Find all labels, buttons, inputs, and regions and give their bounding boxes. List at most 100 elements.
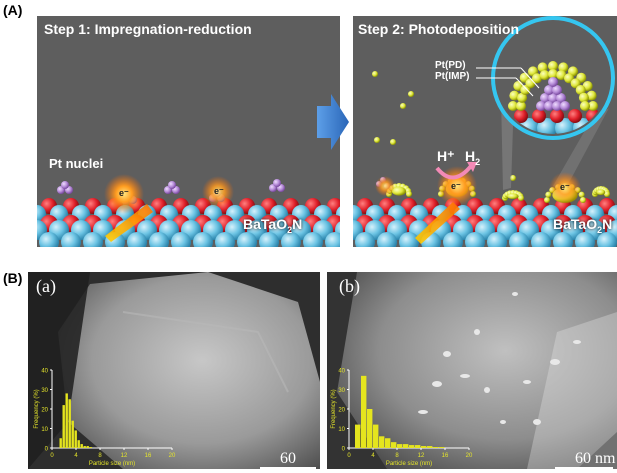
step2-floating-pt-particles: [372, 71, 516, 181]
floating-pt-particle: [390, 139, 396, 145]
step1-electron-right: e⁻: [214, 186, 224, 196]
lattice-atom: [215, 232, 235, 247]
hist-bar: [397, 444, 403, 448]
sem-b-letter: (b): [339, 276, 360, 296]
step1-panel: Step 1: Impregnation-reduction Pt nuclei…: [37, 16, 340, 247]
hist-bar: [433, 447, 439, 448]
step2-material-label: BaTaO2N: [553, 216, 613, 235]
step1-light-beam: [105, 204, 153, 242]
hist-x-tick-label: 12: [121, 453, 128, 459]
sem-pt-particle: [460, 374, 470, 378]
hist-x-tick-label: 4: [74, 453, 78, 459]
zoom-pt-pd-atom: [537, 62, 548, 73]
hist-bar: [355, 424, 361, 448]
hist-bar: [89, 447, 92, 448]
lattice-atom: [325, 232, 340, 247]
lattice-atom: [597, 232, 617, 247]
hist-bar: [80, 444, 83, 448]
sem-a-texture: [28, 272, 320, 469]
panel-a-label: (A): [3, 2, 23, 18]
hist-x-tick-label: 8: [395, 453, 399, 459]
hist-y-tick-label: 30: [41, 388, 48, 394]
hist-y-tick-label: 20: [338, 408, 345, 414]
zoom-pt-pd-atom: [548, 61, 558, 71]
hist-bar: [68, 399, 71, 448]
step2-electron-center: e⁻: [451, 181, 461, 191]
zoom-lattice-atom: [532, 109, 546, 123]
hist-bar: [361, 375, 367, 448]
step1-illustration: [37, 174, 340, 247]
lattice-atom: [149, 232, 169, 247]
hist-bar: [77, 440, 80, 448]
hist-bar: [367, 409, 373, 448]
zoom-pt-imp-atom: [552, 101, 562, 111]
hist-bar: [415, 445, 421, 448]
hist-y-label: Frequency (%): [34, 389, 40, 428]
surface-pt-atom: [580, 197, 586, 203]
sem-a-letter: (a): [36, 276, 56, 296]
sem-pt-particle: [550, 359, 560, 365]
lattice-atom: [355, 232, 375, 247]
hist-bar: [86, 446, 89, 448]
sem-b-scale-label: 60 nm: [575, 450, 616, 467]
hist-bar: [391, 442, 397, 448]
hist-bar: [74, 430, 77, 448]
hist-x-tick-label: 0: [50, 453, 54, 459]
hist-bar: [409, 445, 415, 448]
sem-pt-particle: [523, 380, 531, 384]
floating-pt-particle: [408, 91, 414, 97]
step1-electron-glow-right: [202, 176, 234, 208]
lattice-atom: [259, 232, 279, 247]
zoom-pt-pd-atom: [539, 70, 550, 81]
hist-x-tick-label: 16: [145, 453, 152, 459]
h-plus-label: H⁺: [437, 148, 455, 164]
lattice-atom: [553, 232, 573, 247]
step1-electron-glow-left: [104, 174, 144, 214]
hist-bar: [71, 420, 74, 448]
zoom-pt-imp-atom: [544, 101, 554, 111]
hist-bar: [439, 447, 445, 448]
hist-y-tick-label: 10: [338, 427, 345, 433]
hist-y-tick-label: 0: [45, 447, 49, 453]
zoom-lattice-atom: [550, 109, 564, 123]
h2-arrow-head: [467, 162, 477, 172]
zoom-lattice-atom: [514, 109, 528, 123]
lattice-atom: [399, 232, 419, 247]
hist-bar: [385, 438, 391, 448]
sem-pt-particle: [432, 381, 442, 387]
step1-material-label: BaTaO2N: [243, 216, 303, 235]
zoom-lattice-atom: [497, 118, 503, 134]
hist-bar: [421, 446, 427, 448]
sem-pt-particle: [484, 387, 490, 393]
h2-evolution-arrow: [435, 164, 473, 180]
h2-label: H2: [465, 148, 481, 167]
floating-pt-particle: [510, 175, 516, 181]
pt-nucleus-atom: [168, 181, 176, 189]
lattice-atom: [575, 232, 595, 247]
sem-image-b: (b) 60 nm 0 10 20 30 40 0 4 8 12 16 20 Frequency (%…: [327, 272, 617, 469]
zoom-pt-imp-atom: [560, 101, 570, 111]
hist-bar: [65, 393, 68, 448]
zoom-pt-pd-atom: [532, 73, 542, 84]
zoom-lattice-atom: [568, 109, 582, 123]
step2-electron-glow-right: [549, 172, 581, 204]
hist-bar: [59, 438, 62, 448]
pt-nuclei-label: Pt nuclei: [49, 156, 104, 171]
surface-pt-cluster: [596, 189, 606, 195]
zoom-pt-imp-atom: [540, 93, 550, 103]
zoom-pt-pd-atom: [516, 101, 526, 111]
sem-pt-particle: [500, 420, 506, 424]
lattice-atom: [303, 232, 323, 247]
hist-bar: [373, 424, 379, 448]
process-arrow-icon: [317, 94, 349, 150]
step2-illustration: [353, 16, 617, 247]
zoom-lattice-atom: [609, 118, 617, 138]
hist-bar: [83, 446, 86, 448]
hist-x-tick-label: 0: [347, 453, 351, 459]
zoom-pt-imp-atom: [544, 85, 554, 95]
hist-bar: [379, 436, 385, 448]
zoom-pt-imp-atom: [548, 77, 558, 87]
hist-x-label: Particle size (nm): [89, 461, 135, 467]
hist-x-tick-label: 16: [442, 453, 449, 459]
